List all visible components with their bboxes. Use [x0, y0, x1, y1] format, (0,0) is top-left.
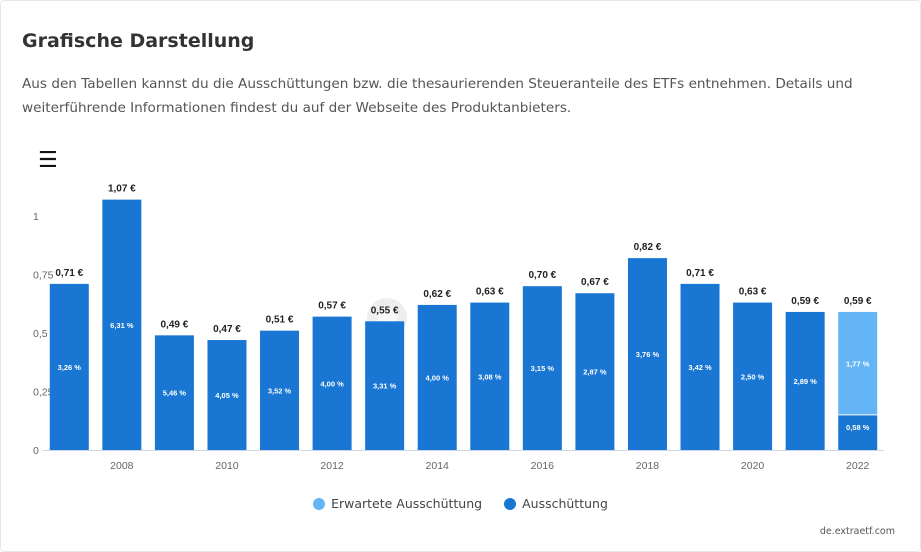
page-title: Grafische Darstellung: [22, 30, 255, 52]
bar-inner-label: 2,89 %: [793, 377, 817, 386]
bar-total-label: 0,57 €: [318, 301, 346, 312]
bar-inner-label: 3,42 %: [688, 363, 712, 372]
chart-menu-button[interactable]: ☰: [38, 150, 60, 172]
bar-total-label: 0,47 €: [213, 324, 241, 335]
source-credit[interactable]: de.extraetf.com: [819, 526, 895, 537]
bar-ausschuettung: [260, 330, 300, 450]
bar-total-label: 0,70 €: [528, 270, 556, 281]
bar-ausschuettung: [312, 316, 352, 450]
description-text: Aus den Tabellen kannst du die Ausschütt…: [22, 76, 853, 116]
chart-legend: Erwartete Ausschüttung Ausschüttung: [0, 496, 921, 511]
x-tick-label: 2010: [215, 460, 239, 472]
bar-inner-label: 3,76 %: [636, 350, 660, 359]
bar-ausschuettung: [680, 283, 720, 450]
bar-total-label: 0,59 €: [791, 296, 819, 307]
legend-label-distribution: Ausschüttung: [522, 496, 608, 511]
bar-inner-label: 3,52 %: [268, 386, 292, 395]
y-tick-label: 0: [33, 445, 39, 457]
bar-ausschuettung: [365, 321, 405, 450]
y-tick-label: 1: [33, 211, 39, 223]
bar-total-label: 0,63 €: [739, 287, 767, 298]
bar-ausschuettung: [49, 283, 89, 450]
bar-inner-label: 6,31 %: [110, 321, 134, 330]
legend-item-expected[interactable]: Erwartete Ausschüttung: [313, 496, 482, 511]
bar-ausschuettung: [785, 311, 825, 450]
bar-ausschuettung: [102, 199, 142, 450]
bar-ausschuettung: [733, 302, 773, 450]
bar-ausschuettung: [417, 304, 457, 450]
bar-inner-label: 3,08 %: [478, 372, 502, 381]
y-tick-label: 0,75: [33, 270, 54, 282]
bar-total-label: 0,59 €: [844, 296, 872, 307]
x-tick-label: 2012: [320, 460, 344, 472]
bar-total-label: 0,67 €: [581, 277, 609, 288]
bar-total-label: 0,82 €: [634, 242, 662, 253]
bar-inner-label: 4,00 %: [320, 379, 344, 388]
bar-ausschuettung: [207, 340, 247, 450]
y-tick-label: 0,25: [33, 387, 54, 399]
x-tick-label: 2022: [846, 460, 870, 472]
bar-total-label: 0,49 €: [161, 319, 189, 330]
bar-inner-label: 3,15 %: [531, 364, 555, 373]
bar-inner-label: 2,50 %: [741, 372, 765, 381]
bar-total-label: 0,55 €: [371, 305, 399, 316]
bar-total-label: 0,63 €: [476, 287, 504, 298]
legend-item-distribution[interactable]: Ausschüttung: [504, 496, 608, 511]
bar-ausschuettung: [154, 335, 194, 450]
bar-ausschuettung: [575, 293, 615, 450]
bar-inner-label: 3,26 %: [58, 363, 82, 372]
bar-inner-label: 1,77 %: [846, 359, 870, 368]
bar-erwartete-ausschuettung: [838, 311, 878, 415]
bar-total-label: 0,51 €: [266, 315, 294, 326]
bar-inner-label: 2,87 %: [583, 368, 607, 377]
bar-inner-label: 5,46 %: [163, 389, 187, 398]
legend-dot-distribution: [504, 497, 517, 510]
hamburger-menu-icon: ☰: [38, 148, 58, 173]
bar-inner-label: 4,05 %: [215, 391, 239, 400]
x-tick-label: 2020: [741, 460, 765, 472]
x-tick-label: 2008: [110, 460, 134, 472]
legend-dot-expected: [313, 497, 326, 510]
bar-inner-label: 4,00 %: [426, 373, 450, 382]
bar-inner-label: 0,58 %: [846, 423, 870, 432]
x-tick-label: 2014: [426, 460, 450, 472]
x-tick-label: 2016: [531, 460, 555, 472]
bar-total-label: 0,71 €: [55, 268, 83, 279]
bar-ausschuettung: [470, 302, 510, 450]
bar-total-label: 0,71 €: [686, 268, 714, 279]
bar-inner-label: 3,31 %: [373, 382, 397, 391]
legend-label-expected: Erwartete Ausschüttung: [331, 496, 483, 511]
x-tick-label: 2018: [636, 460, 660, 472]
bar-ausschuettung: [522, 286, 562, 450]
y-tick-label: 0,5: [33, 328, 48, 340]
bar-ausschuettung: [627, 258, 667, 450]
bar-total-label: 1,07 €: [108, 184, 136, 195]
bar-total-label: 0,62 €: [423, 289, 451, 300]
bar-ausschuettung: [838, 414, 878, 450]
